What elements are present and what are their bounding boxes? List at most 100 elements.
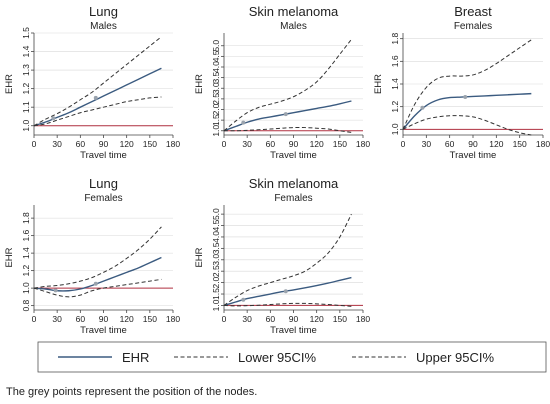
node-point [283,289,288,294]
figure-panel-grid: Lung Males 1.0 1.1 1.2 1.3 1.4 1.5 0 30 60 90 120 150… [4,4,550,373]
y-tick-label: 1.6 [21,229,31,241]
y-tick-label: 4.5 [211,50,221,62]
y-axis-title: EHR [194,247,205,267]
legend-ehr-label: EHR [122,350,149,365]
y-tick-label: 2.0 [211,276,221,288]
x-tick-label: 180 [166,139,180,149]
x-tick-label: 150 [143,139,157,149]
y-tick-label: 1.2 [21,82,31,94]
ehr-line [223,100,352,132]
node-point [93,281,98,286]
x-tick-label: 0 [222,314,227,324]
y-tick-label: 1.1 [21,101,31,113]
y-tick-label: 3.0 [211,254,221,266]
chart-title: Lung [89,4,118,19]
x-tick-label: 180 [356,139,370,149]
legend-lower-label: Lower 95CI% [238,350,316,365]
x-tick-label: 120 [310,314,324,324]
node-point [51,116,56,121]
y-tick-label: 2.5 [211,93,221,105]
chart-subtitle: Males [90,21,117,32]
upper-ci-line [223,213,352,306]
y-tick-label: 0.8 [21,299,31,311]
x-axis-title: Travel time [270,325,317,336]
y-tick-label: 1.5 [21,27,31,39]
y-tick-label: 3.5 [211,71,221,83]
x-tick-label: 60 [76,314,86,324]
x-tick-label: 180 [356,314,370,324]
ehr-line [33,67,162,127]
chart-panel: Skin melanomaFemales1.01.52.02.53.03.54.… [194,176,370,336]
node-point [283,112,288,117]
x-tick-label: 30 [242,314,252,324]
footnote: The grey points represent the position o… [6,386,258,398]
upper-ci-line [33,226,162,289]
x-tick-label: 30 [52,314,62,324]
y-tick-label: 3.5 [211,242,221,254]
node-point [241,120,246,125]
x-tick-label: 150 [333,139,347,149]
y-tick-label: 1.4 [390,78,400,90]
x-tick-label: 60 [266,139,276,149]
lower-ci-line [33,278,162,298]
chart-subtitle: Females [274,193,312,204]
legend-box [37,341,547,373]
y-tick-label: 1.0 [211,125,221,137]
y-tick-label: 1.2 [390,100,400,112]
y-tick-label: 2.5 [211,265,221,277]
legend-upper-label: Upper 95CI% [416,350,494,365]
x-tick-label: 0 [222,139,227,149]
y-tick-label: 1.0 [21,120,31,132]
x-axis-title: Travel time [80,325,127,336]
y-tick-label: 1.0 [211,299,221,311]
y-tick-label: 1.0 [390,123,400,135]
node-point [463,95,468,100]
y-tick-label: 1.6 [390,55,400,67]
y-axis-title: EHR [4,74,15,94]
y-tick-label: 1.8 [21,212,31,224]
x-tick-label: 30 [242,139,252,149]
chart-subtitle: Males [280,21,307,32]
chart-subtitle: Females [454,21,492,32]
x-tick-label: 30 [52,139,62,149]
x-tick-label: 120 [120,139,134,149]
x-tick-label: 90 [289,139,299,149]
y-tick-label: 3.0 [211,82,221,94]
x-tick-label: 120 [120,314,134,324]
x-tick-label: 120 [310,139,324,149]
y-tick-label: 1.8 [390,32,400,44]
x-tick-label: 90 [289,314,299,324]
lower-ci-line [223,126,352,133]
node-point [93,95,98,100]
x-tick-label: 90 [99,139,109,149]
chart-title: Skin melanoma [249,176,339,191]
chart-panel: Lung Males 1.0 1.1 1.2 1.3 1.4 1.5 0 30 60 90 120 150… [4,4,180,161]
x-tick-label: 0 [401,139,406,149]
upper-ci-line [33,36,162,127]
x-tick-label: 150 [143,314,157,324]
y-tick-label: 1.0 [21,282,31,294]
y-tick-label: 5.0 [211,208,221,220]
y-tick-label: 4.5 [211,219,221,231]
ehr-line [402,92,532,130]
x-tick-label: 60 [266,314,276,324]
lower-ci-line [223,302,352,307]
x-axis-title: Travel time [270,150,317,161]
chart-panel: Skin melanoma Males 1.01.52.02.53.03.54.04… [194,4,370,161]
x-tick-label: 30 [422,139,432,149]
y-tick-label: 2.0 [211,103,221,115]
node-point [241,297,246,302]
lower-ci-line [402,115,532,136]
node-point [53,288,58,293]
y-tick-label: 1.3 [21,64,31,76]
y-tick-label: 5.0 [211,40,221,52]
node-point [420,105,425,110]
chart-subtitle: Females [84,193,122,204]
x-tick-label: 90 [468,139,478,149]
x-tick-label: 0 [32,139,37,149]
upper-ci-line [223,39,352,132]
x-tick-label: 150 [513,139,527,149]
y-tick-label: 4.0 [211,231,221,243]
chart-title: Breast [454,4,492,19]
chart-panel: Breast Females 1.0 1.2 1.4 1.6 1.8 0 30 60 90 120 15… [373,4,550,161]
